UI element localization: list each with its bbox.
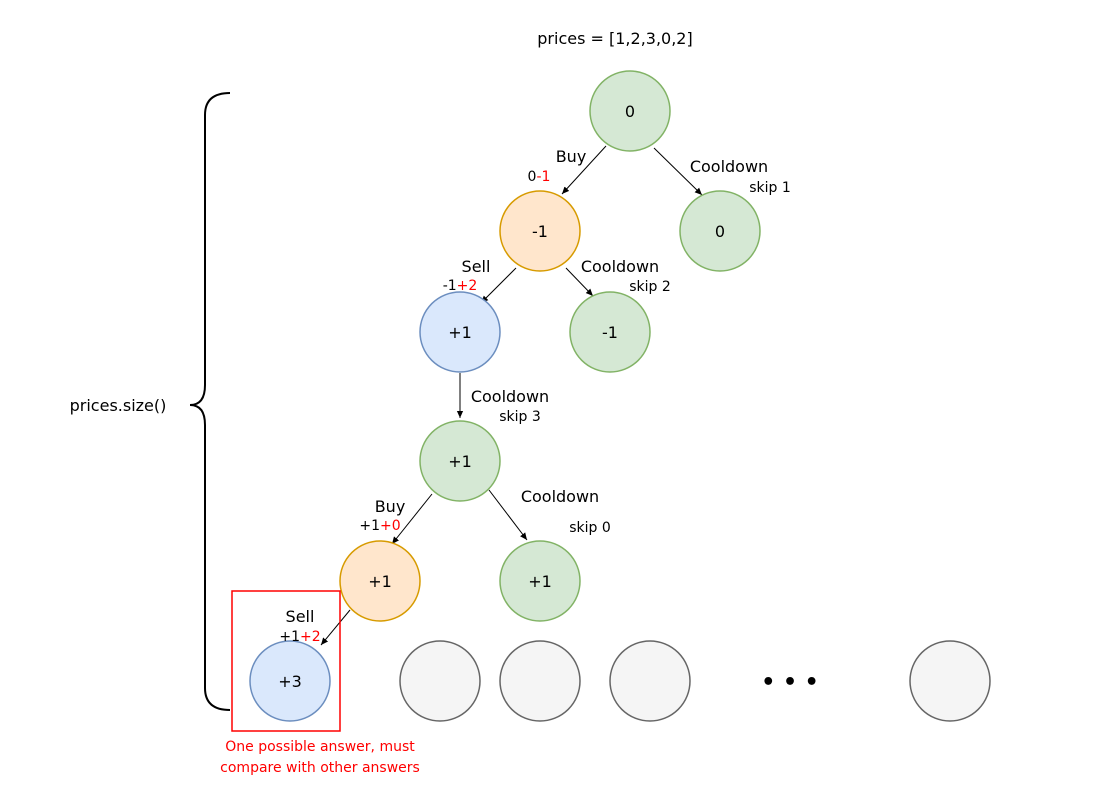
- node-root: 0: [589, 70, 671, 152]
- edge-buy2: [391, 493, 433, 545]
- placeholder-node-3: [609, 640, 691, 722]
- ellipsis: • • •: [761, 670, 819, 695]
- edge-buy2-action: Buy: [375, 497, 406, 516]
- edge-sell1: [480, 267, 517, 304]
- size-label: prices.size(): [70, 396, 167, 415]
- node-sell2: +3: [249, 640, 331, 722]
- answer-note-line2: compare with other answers: [220, 760, 420, 776]
- edge-cool2: [565, 267, 594, 297]
- edge-sell1-action: Sell: [462, 257, 491, 276]
- placeholder-node-4: [909, 640, 991, 722]
- node-cool1: 0: [679, 190, 761, 272]
- edge-cool2-action: Cooldown: [581, 257, 659, 276]
- diagram-title: prices = [1,2,3,0,2]: [537, 29, 692, 48]
- edge-sell1-calc: -1+2: [443, 278, 478, 294]
- node-root-value: 0: [625, 102, 635, 121]
- edge-cool1-action: Cooldown: [690, 157, 768, 176]
- edge-sell2-action: Sell: [286, 607, 315, 626]
- node-buy2-value: +1: [368, 572, 392, 591]
- node-buy1-value: -1: [532, 222, 548, 241]
- edge-cool4: [488, 489, 528, 541]
- node-cool3: +1: [419, 420, 501, 502]
- node-cool3-value: +1: [448, 452, 472, 471]
- edge-cool4-action: Cooldown: [521, 487, 599, 506]
- edge-sell2: [320, 609, 351, 646]
- answer-note-line1: One possible answer, must: [225, 739, 415, 755]
- edge-cool3-action: Cooldown: [471, 387, 549, 406]
- node-cool4-value: +1: [528, 572, 552, 591]
- placeholder-node-1: [399, 640, 481, 722]
- node-cool2: -1: [569, 291, 651, 373]
- edge-cool2-skip: skip 2: [629, 279, 671, 295]
- edge-buy1-action: Buy: [556, 147, 587, 166]
- node-cool4: +1: [499, 540, 581, 622]
- answer-highlight-box: [231, 590, 341, 732]
- edge-buy2-calc: +1+0: [359, 518, 400, 534]
- edge-cool3-skip: skip 3: [499, 409, 541, 425]
- node-sell2-value: +3: [278, 672, 302, 691]
- node-cool1-value: 0: [715, 222, 725, 241]
- edge-buy1: [561, 145, 607, 195]
- placeholder-node-2: [499, 640, 581, 722]
- edge-cool1-skip: skip 1: [749, 180, 791, 196]
- edge-cool4-skip: skip 0: [569, 520, 611, 536]
- size-brace: [189, 92, 231, 711]
- node-cool2-value: -1: [602, 323, 618, 342]
- edge-cool1: [653, 147, 703, 196]
- node-sell1: +1: [419, 291, 501, 373]
- edge-buy1-calc: 0-1: [528, 169, 551, 185]
- node-buy2: +1: [339, 540, 421, 622]
- node-sell1-value: +1: [448, 323, 472, 342]
- node-buy1: -1: [499, 190, 581, 272]
- edge-sell2-calc: +1+2: [279, 629, 320, 645]
